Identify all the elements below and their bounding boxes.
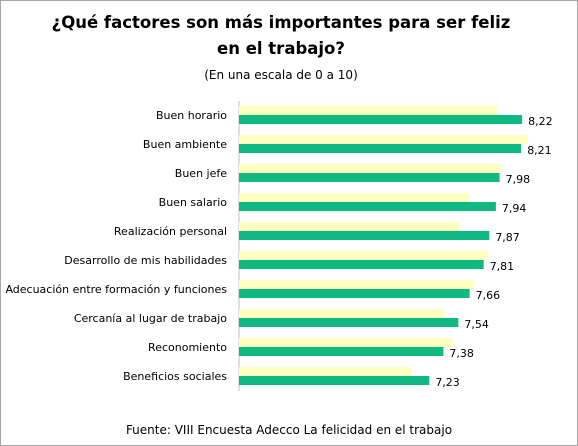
bar-2017 <box>239 309 445 318</box>
chart-source: Fuente: VIII Encuesta Adecco La felicida… <box>125 423 453 437</box>
bar-2017 <box>239 193 470 202</box>
bar-2017 <box>239 164 502 173</box>
category-label: Buen jefe <box>175 167 227 180</box>
bar-2017 <box>239 106 497 115</box>
category-label: Realización personal <box>114 225 227 238</box>
data-label: 7,81 <box>490 260 515 273</box>
chart-title-line2: en el trabajo? <box>217 39 345 58</box>
bar-2017 <box>239 251 488 260</box>
bar-2018 <box>239 347 444 356</box>
bar-2018 <box>239 289 470 298</box>
data-label: 8,21 <box>527 144 552 157</box>
bar-chart: Buen horario 8,22 Buen ambiente 8,21 Buen je… <box>5 101 553 391</box>
bar-2017 <box>239 135 528 144</box>
data-label: 8,22 <box>528 115 553 128</box>
bar-2017 <box>239 222 460 231</box>
chart-subtitle: (En una escala de 0 a 10) <box>204 68 358 82</box>
category-label: Adecuación entre formación y funciones <box>5 283 227 296</box>
category-label: Buen horario <box>156 109 227 122</box>
bar-2018 <box>239 318 459 327</box>
bar-2018 <box>239 376 430 385</box>
category-label: Buen ambiente <box>143 138 227 151</box>
data-label: 7,66 <box>476 289 501 302</box>
bar-2017 <box>239 367 412 376</box>
data-label: 7,38 <box>449 347 474 360</box>
category-label: Buen salario <box>159 196 228 209</box>
bar-2017 <box>239 338 453 347</box>
category-label: Beneficios sociales <box>123 370 227 383</box>
bar-2018 <box>239 231 490 240</box>
bar-2018 <box>239 173 500 182</box>
bar-2018 <box>239 260 484 269</box>
data-label: 7,98 <box>506 173 531 186</box>
category-label: Desarrollo de mis habilidades <box>64 254 227 267</box>
bar-2017 <box>239 280 475 289</box>
data-label: 7,87 <box>495 231 520 244</box>
data-label: 7,23 <box>435 376 460 389</box>
category-label: Cercanía al lugar de trabajo <box>74 312 227 325</box>
data-label: 7,54 <box>464 318 489 331</box>
bar-2018 <box>239 115 523 124</box>
bar-2018 <box>239 144 522 153</box>
chart-title-line1: ¿Qué factores son más importantes para s… <box>51 13 511 32</box>
data-label: 7,94 <box>502 202 527 215</box>
category-label: Reconomiento <box>148 341 227 354</box>
bar-2018 <box>239 202 496 211</box>
